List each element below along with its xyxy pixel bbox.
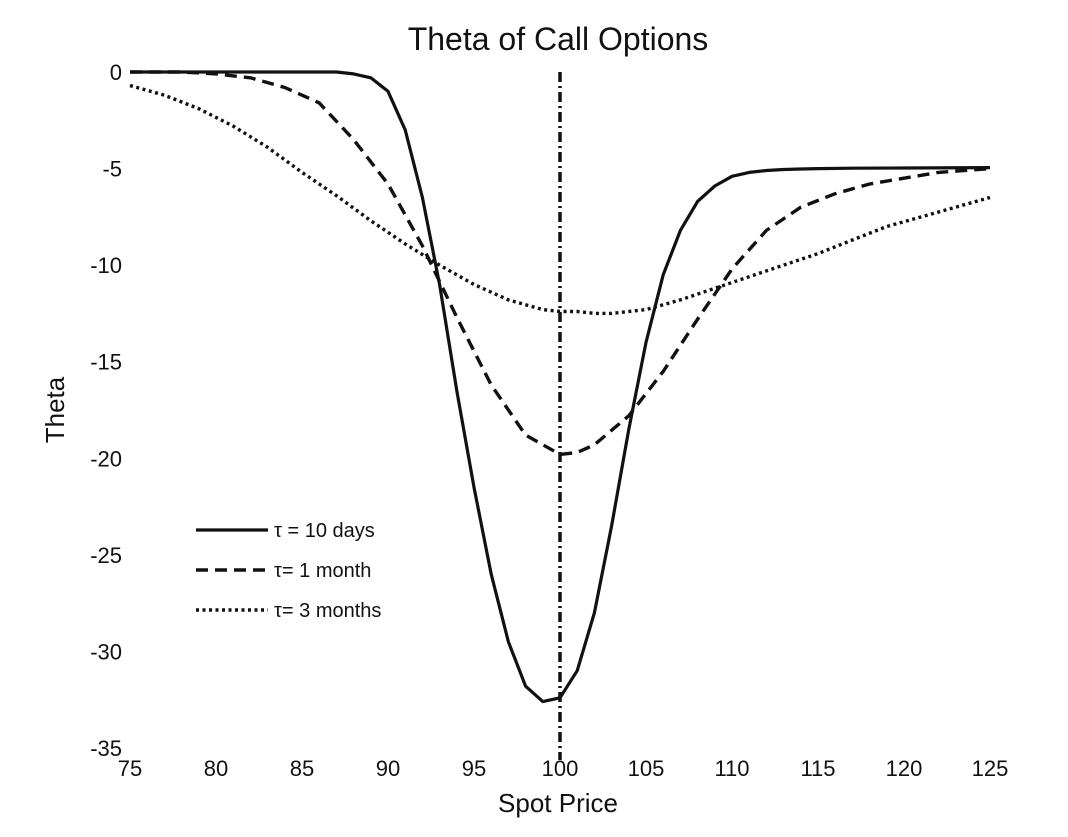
y-tick-label: -10 [90, 253, 122, 278]
y-tick-label: -5 [102, 157, 122, 182]
series-line [129, 83, 991, 316]
y-tick-label: 0 [110, 60, 122, 85]
x-tick-label: 105 [628, 756, 665, 781]
y-tick-label: -25 [90, 543, 122, 568]
y-tick-label: -15 [90, 350, 122, 375]
axis-ticks: 75 80 85 90 95 100 105 110 115 120 125 0 -5 -10 -15 -20… [90, 60, 1008, 781]
legend-label: τ= 3 months [274, 600, 381, 622]
x-axis-label: Spot Price [498, 788, 618, 818]
legend: τ = 10 days τ= 1 month τ= 3 months [196, 520, 381, 622]
x-tick-label: 95 [462, 756, 486, 781]
y-tick-label: -20 [90, 446, 122, 471]
x-tick-label: 85 [290, 756, 314, 781]
y-tick-label: -35 [90, 736, 122, 761]
x-tick-label: 115 [800, 756, 835, 781]
series-line [130, 70, 991, 704]
x-tick-label: 90 [376, 756, 400, 781]
legend-label: τ= 1 month [274, 560, 371, 582]
chart-title: Theta of Call Options [408, 21, 709, 57]
x-tick-label: 80 [204, 756, 228, 781]
x-tick-label: 75 [118, 756, 142, 781]
x-tick-label: 110 [714, 756, 749, 781]
x-tick-label: 125 [972, 756, 1009, 781]
y-tick-label: -30 [90, 639, 122, 664]
series-line [130, 70, 991, 457]
y-axis-label: Theta [40, 376, 70, 443]
x-tick-label: 120 [886, 756, 923, 781]
series-group [129, 70, 991, 704]
x-tick-label: 100 [542, 756, 579, 781]
legend-label: τ = 10 days [274, 520, 375, 542]
